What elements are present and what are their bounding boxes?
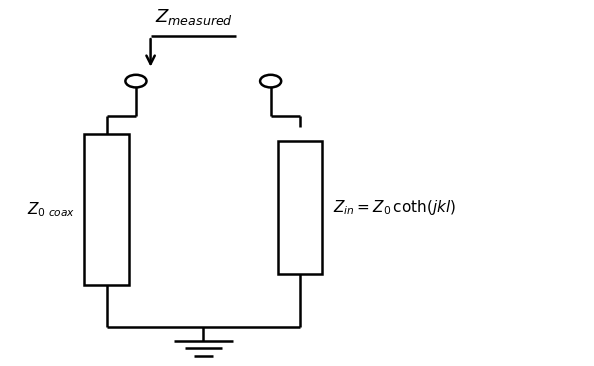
Circle shape [125, 75, 147, 87]
Bar [277, 141, 322, 274]
Bar [84, 134, 129, 285]
Text: $Z_{in} = Z_0\,\mathrm{coth}(jkl)$: $Z_{in} = Z_0\,\mathrm{coth}(jkl)$ [333, 198, 456, 217]
Text: $Z_{measured}$: $Z_{measured}$ [156, 7, 233, 27]
Text: $\mathit{Z}_{0 \ coax}$: $\mathit{Z}_{0 \ coax}$ [27, 200, 75, 219]
Circle shape [260, 75, 281, 87]
